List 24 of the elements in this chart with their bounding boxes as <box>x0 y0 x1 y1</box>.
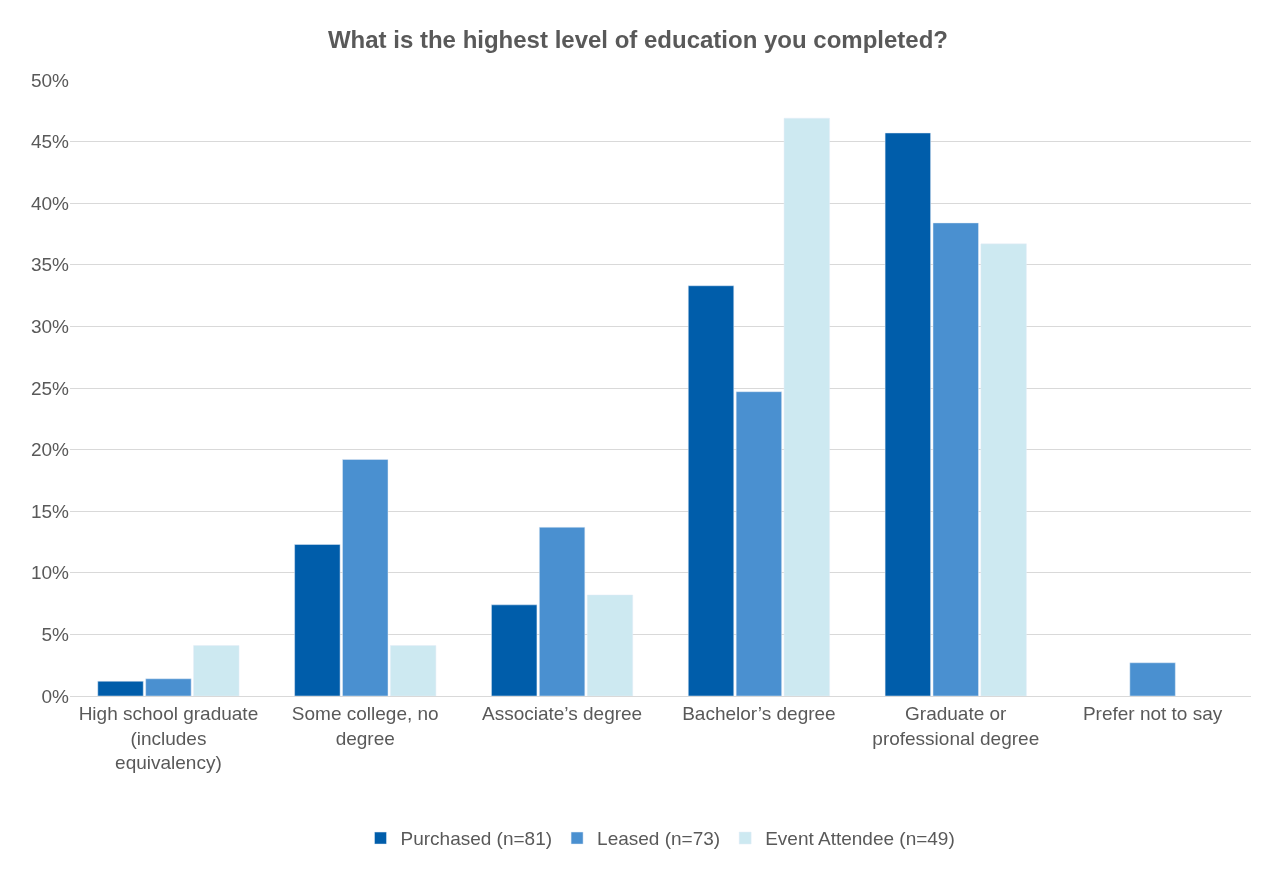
x-tick-label: Some college, no degree <box>291 702 439 749</box>
y-tick-label: 20% <box>30 439 70 461</box>
y-tick-label: 35% <box>30 254 70 276</box>
x-tick-label: Graduate or professional degree <box>872 702 1040 749</box>
x-tick-label: Associate’s degree <box>481 702 643 724</box>
y-tick-label: 50% <box>30 69 70 91</box>
legend-label: Purchased (n=81) <box>400 828 553 850</box>
x-tick-label: Bachelor’s degree <box>682 702 836 724</box>
legend-label: Leased (n=73) <box>597 828 721 850</box>
legend-label: Event Attendee (n=49) <box>765 828 955 850</box>
bar <box>1129 662 1176 696</box>
chart-title: What is the highest level of education you completed? <box>327 25 949 53</box>
x-tick-label: Prefer not to say <box>1082 702 1223 724</box>
y-tick-label: 10% <box>30 562 70 584</box>
y-tick-label: 45% <box>30 131 70 153</box>
y-tick-label: 5% <box>41 624 70 646</box>
y-tick-label: 0% <box>41 685 70 707</box>
x-tick-label: High school graduate (includes equivalency) <box>78 702 259 774</box>
bar <box>688 285 735 696</box>
y-tick-label: 40% <box>30 192 70 214</box>
y-tick-label: 30% <box>30 316 70 338</box>
y-tick-label: 25% <box>30 377 70 399</box>
bar <box>586 594 633 696</box>
y-tick-label: 15% <box>30 500 70 522</box>
